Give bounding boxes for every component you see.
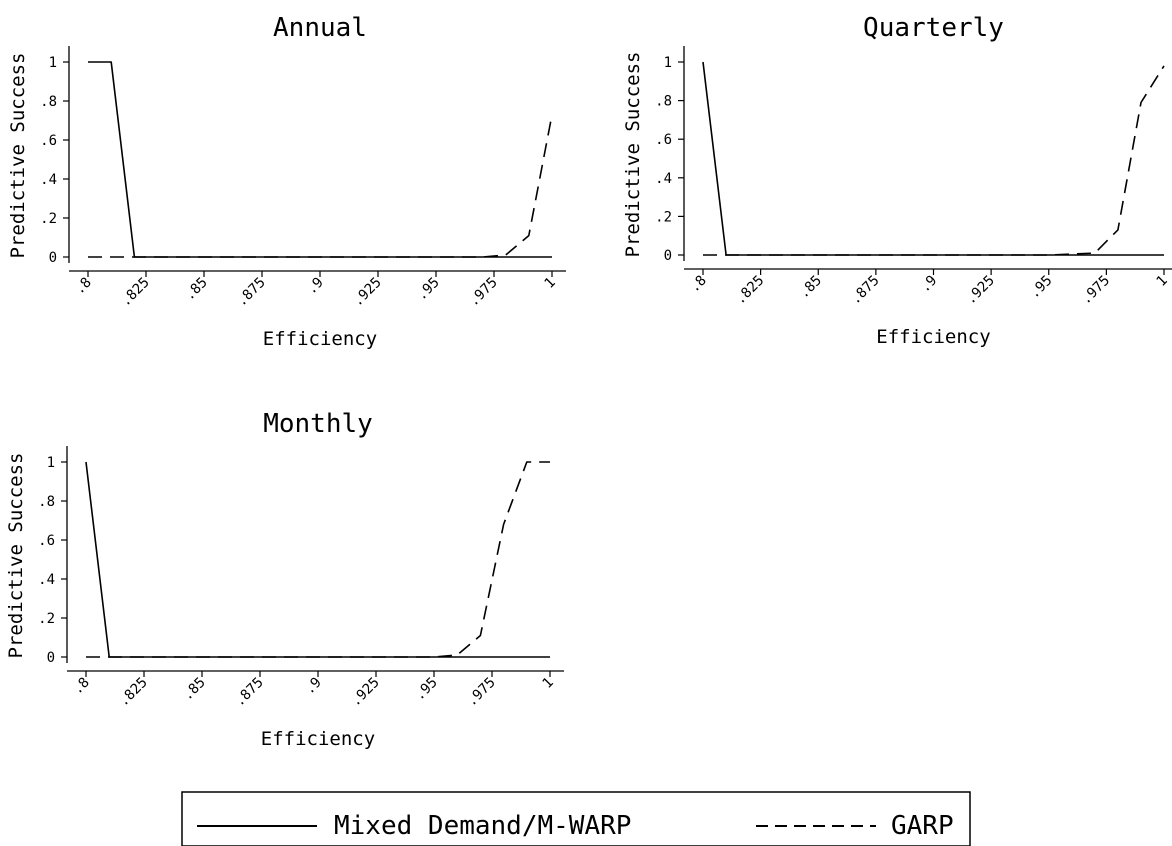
y-tick-label: 0 — [47, 650, 55, 666]
legend-label-garp: GARP — [891, 811, 954, 841]
y-tick-label: 0 — [664, 248, 672, 264]
y-tick-label: .4 — [38, 572, 55, 588]
x-tick-label: .8 — [70, 675, 93, 698]
x-tick-label: .875 — [848, 273, 883, 308]
legend-box — [181, 791, 971, 846]
x-tick-label: .95 — [412, 675, 441, 704]
x-axis-label: Efficiency — [261, 728, 375, 750]
x-tick-label: .825 — [116, 675, 151, 710]
x-tick-label: .85 — [180, 675, 209, 704]
chart-panel-1: Quarterly 0 .2 .4 .6 .8 1 .8 .825 .85 .875 .9 .925 .9… — [622, 13, 1172, 348]
x-tick-label: .875 — [234, 275, 269, 310]
y-tick-label: 1 — [49, 55, 57, 71]
y-tick-label: .6 — [38, 533, 55, 549]
y-tick-label: 0 — [49, 250, 57, 266]
y-tick-label: .8 — [655, 94, 672, 110]
x-tick-label: .975 — [466, 275, 501, 310]
x-tick-label: .9 — [302, 675, 325, 698]
y-tick-label: .4 — [40, 172, 57, 188]
x-tick-label: .875 — [232, 675, 267, 710]
y-axis-label: Predictive Success — [7, 53, 29, 259]
chart-panel-2: Monthly 0 .2 .4 .6 .8 1 .8 .825 .85 .875 .9 .925 .95.… — [5, 409, 564, 750]
x-tick-label: .975 — [1078, 273, 1113, 308]
x-axis-label: Efficiency — [263, 328, 377, 350]
series-line-garp — [86, 461, 550, 658]
x-tick-label: .975 — [464, 675, 499, 710]
y-tick-label: 1 — [664, 55, 672, 71]
x-tick-label: .9 — [917, 273, 940, 296]
x-tick-label: .95 — [1026, 273, 1055, 302]
x-tick-label: .95 — [414, 275, 443, 304]
x-tick-label: .85 — [182, 275, 211, 304]
x-tick-label: .8 — [687, 273, 710, 296]
x-tick-label: .9 — [304, 275, 327, 298]
x-tick-label: .925 — [350, 275, 385, 310]
x-tick-label: .825 — [732, 273, 767, 308]
chart-panels: Annual 0 .2 .4 .6 .8 1 .8 .825 .85 .875 .9 .925 .95 .9… — [5, 13, 1172, 750]
series-line-garp — [88, 114, 553, 258]
x-tick-label: 1 — [1154, 273, 1171, 290]
x-tick-label: .825 — [118, 275, 153, 310]
y-tick-label: .8 — [38, 494, 55, 510]
legend: Mixed Demand/M-WARP GARP — [181, 791, 971, 846]
series-line-mixed-demand — [85, 461, 550, 658]
chart-title: Monthly — [263, 409, 373, 439]
x-tick-label: .8 — [72, 275, 95, 298]
y-tick-label: .8 — [40, 94, 57, 110]
y-tick-label: .4 — [655, 171, 672, 187]
y-tick-label: .6 — [40, 133, 57, 149]
y-tick-label: .2 — [655, 209, 672, 225]
x-tick-label: .85 — [796, 273, 825, 302]
chart-panel-0: Annual 0 .2 .4 .6 .8 1 .8 .825 .85 .875 .9 .925 .95 .9… — [7, 13, 566, 350]
series-line-mixed-demand — [702, 61, 1164, 256]
x-tick-label: .925 — [348, 675, 383, 710]
legend-label-mixed: Mixed Demand/M-WARP — [334, 811, 631, 841]
y-axis-label: Predictive Success — [622, 52, 644, 258]
y-tick-label: .2 — [38, 611, 55, 627]
y-tick-label: 1 — [47, 455, 55, 471]
x-tick-label: 1 — [542, 275, 559, 292]
y-tick-label: .2 — [40, 211, 57, 227]
x-tick-label: 1 — [540, 675, 557, 692]
chart-title: Annual — [273, 13, 367, 43]
x-tick-label: .925 — [963, 273, 998, 308]
y-axis-label: Predictive Success — [5, 453, 27, 659]
y-tick-label: .6 — [655, 132, 672, 148]
chart-title: Quarterly — [863, 13, 1004, 43]
x-axis-label: Efficiency — [876, 326, 990, 348]
series-line-mixed-demand — [88, 61, 552, 258]
series-line-garp — [703, 65, 1165, 256]
